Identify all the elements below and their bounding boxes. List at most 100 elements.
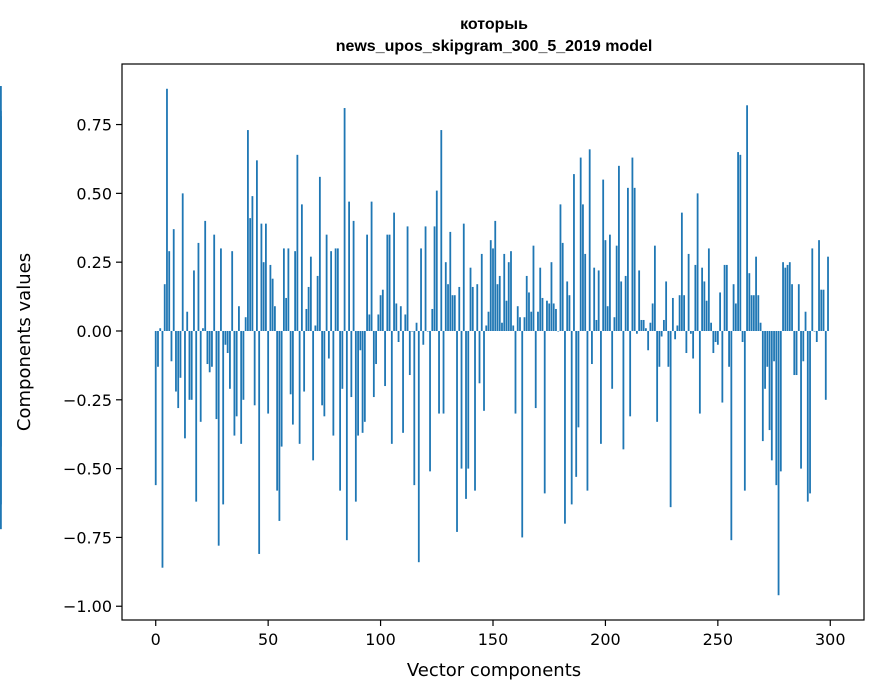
y-tick-label: 0.00 [76,322,112,341]
bar-121 [426,330,429,332]
bar-206 [618,165,620,331]
bar-238 [689,330,692,334]
bar-203 [611,330,614,389]
bar-221 [651,303,654,331]
bar-261 [741,330,744,342]
bar-293 [813,330,816,332]
bar-219 [647,330,650,351]
bar-255 [728,330,730,367]
bar-214 [636,330,638,334]
bar-196 [595,319,598,331]
bar-36 [235,330,238,417]
bar-228 [667,330,670,367]
bar-242 [698,330,701,414]
bar-244 [703,281,706,331]
bar-115 [413,330,416,486]
bar-82 [339,330,341,491]
bar-249 [714,330,717,342]
bar-92 [361,330,364,433]
bar-274 [770,330,773,461]
bar-174 [546,300,548,331]
bar-97 [372,330,375,398]
y-axis-ticks: 0.75 0.50 0.25 0.00 −0.25 −0.50 −0.75 −1.00 [63,116,122,616]
bar-192 [586,330,589,491]
bar-141 [471,286,474,331]
bar-139 [467,330,470,469]
bar-156 [505,300,508,331]
bar-292 [811,248,814,331]
bar-225 [660,330,663,337]
bar-100 [379,295,382,331]
bar-169 [534,330,537,409]
chart-title-line-2: news_upos_skipgram_300_5_2019 model [336,38,653,55]
bar-89 [354,330,357,502]
bar-210 [627,187,629,331]
bar-273 [768,330,771,431]
bar-298 [824,330,827,400]
bar-23 [206,330,209,365]
bar-183 [566,281,569,331]
bar-237 [687,253,690,331]
bar-291 [809,330,811,494]
bar-12 [181,193,184,331]
bar-247 [710,322,712,331]
bar-65 [300,204,303,331]
bar-280 [784,267,787,331]
y-tick-label: −0.75 [63,528,112,547]
bar-109 [399,306,402,331]
y-axis-label: Components values [14,253,35,431]
bar-57 [282,248,285,331]
bar-116 [415,322,418,331]
bar-208 [622,330,625,450]
bar-158 [510,251,512,331]
bar-165 [525,275,528,331]
bar-284 [793,330,796,376]
bar-150 [492,248,494,331]
bar-15 [188,330,191,400]
y-tick-label: 0.75 [76,116,112,135]
bar-101 [381,289,384,331]
x-tick-label: 100 [365,630,396,649]
bar-53 [274,306,276,331]
bar-39 [242,330,245,400]
bar-77 [327,330,330,359]
bar-148 [487,311,490,331]
bar-163 [521,330,524,538]
bar-142 [474,330,476,491]
bar-294 [815,330,818,342]
bar-256 [730,330,733,541]
bar-70 [312,330,315,461]
bar-233 [678,295,681,331]
bar-87 [350,330,353,398]
bar-207 [620,281,623,331]
bar-251 [719,292,721,331]
bar-67 [305,308,308,331]
bar-undefined [0,330,2,530]
y-tick-label: 0.50 [76,184,112,203]
x-tick-label: 50 [258,630,278,649]
bar-211 [629,330,632,417]
bar-258 [734,303,737,331]
bar-32 [226,330,229,354]
bar-130 [447,284,449,331]
bar-267 [755,256,757,331]
bar-21 [202,328,204,331]
bar-155 [503,253,506,331]
bar-69 [309,256,312,331]
bar-20 [199,330,202,422]
bar-272 [766,330,769,367]
bar-26 [213,234,216,331]
bar-134 [456,330,458,532]
bar-264 [748,273,751,331]
bar-140 [469,267,472,331]
x-tick-label: 150 [478,630,509,649]
bar-253 [723,264,726,331]
bar-5 [166,88,168,331]
bar-4 [163,284,166,331]
bar-33 [229,330,231,389]
bar-24 [208,330,211,373]
bar-47 [260,223,263,331]
bar-94 [366,234,368,331]
bar-7 [170,330,173,362]
bar-55 [278,330,281,521]
